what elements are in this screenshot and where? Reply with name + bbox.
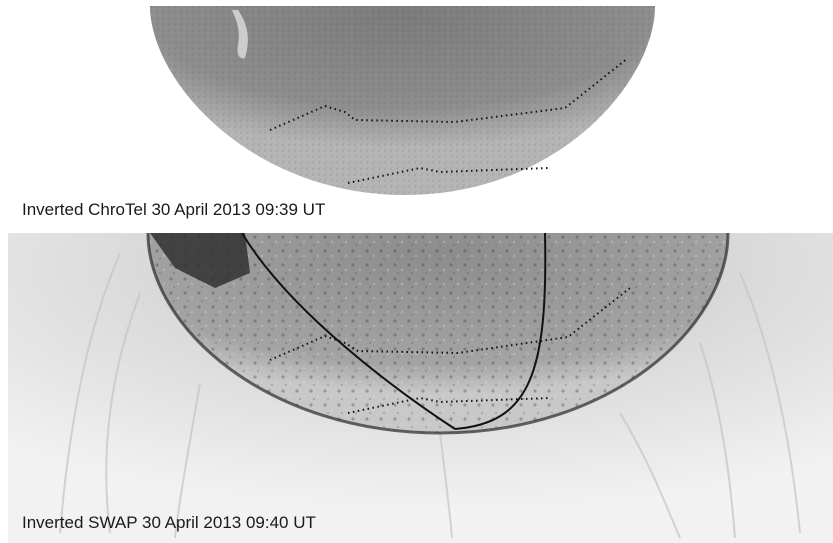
- swap-solid-contour-curve: [454, 233, 547, 430]
- chrotel-filament: [232, 10, 248, 59]
- chrotel-solar-disk-image: [150, 6, 655, 195]
- swap-caption: Inverted SWAP 30 April 2013 09:40 UT: [22, 513, 316, 532]
- chrotel-caption: Inverted ChroTel 30 April 2013 09:39 UT: [22, 200, 326, 219]
- chrotel-dotted-contour-upper: [269, 57, 629, 131]
- swap-solid-contour-diagonal: [241, 233, 456, 430]
- chrotel-image-panel: [0, 0, 833, 195]
- swap-dotted-contour-upper: [269, 287, 631, 361]
- swap-image-panel: [0, 233, 833, 543]
- swap-solar-disk-image: [8, 233, 833, 543]
